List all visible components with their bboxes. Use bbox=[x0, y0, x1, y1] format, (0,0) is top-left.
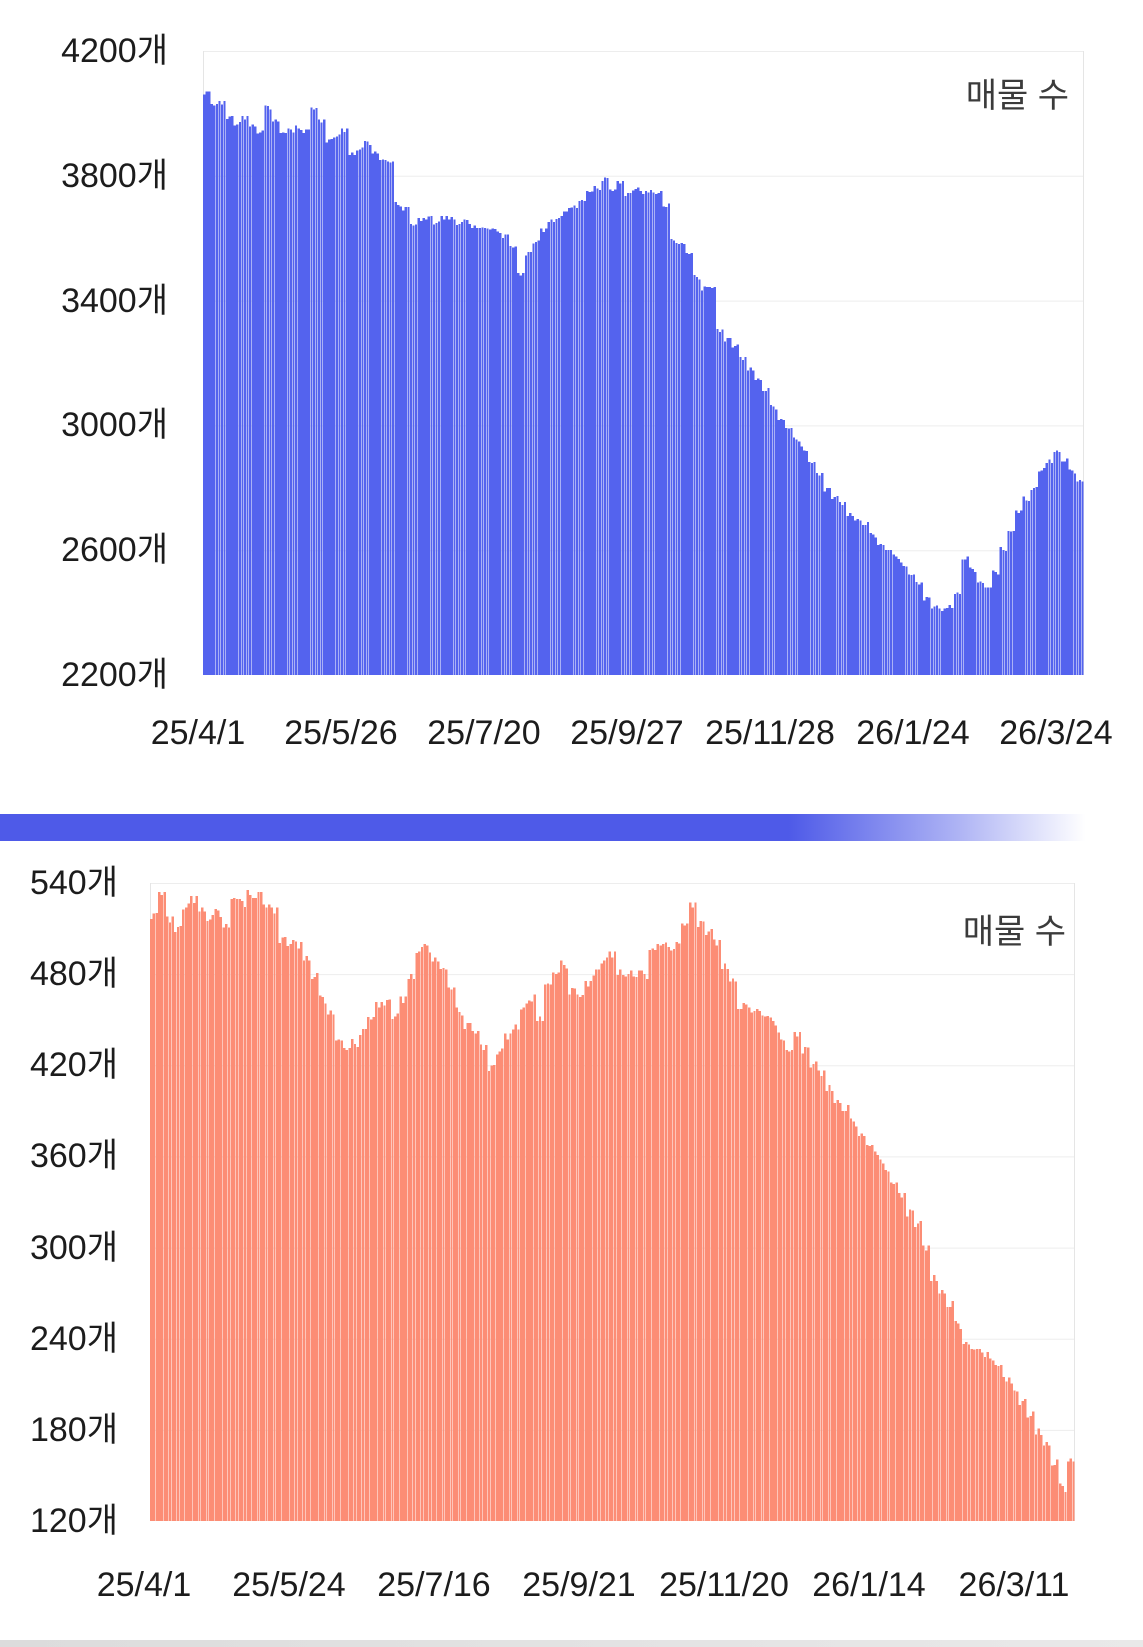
y-tick-label: 180개 bbox=[29, 1410, 118, 1449]
x-tick-label: 25/9/21 bbox=[522, 1566, 636, 1604]
y-tick-label: 4200개 bbox=[61, 32, 168, 70]
y-tick-label: 3400개 bbox=[61, 281, 168, 320]
y-tick-label: 2600개 bbox=[61, 531, 168, 570]
area-series-small-icon bbox=[150, 883, 1075, 1521]
x-tick-label: 25/5/26 bbox=[284, 714, 398, 752]
section-divider-bar bbox=[0, 814, 1143, 841]
x-tick-label: 25/9/27 bbox=[570, 714, 684, 752]
y-tick-label: 540개 bbox=[29, 864, 118, 902]
x-tick-label: 25/4/1 bbox=[150, 714, 246, 752]
legend-large: 매물 수 bbox=[965, 77, 1069, 115]
x-tick-label: 26/1/24 bbox=[856, 714, 970, 752]
x-tick-label: 25/7/20 bbox=[427, 714, 541, 752]
y-tick-label: 2200개 bbox=[61, 656, 168, 694]
x-tick-label: 25/4/1 bbox=[96, 1566, 192, 1604]
x-tick-label: 25/7/16 bbox=[377, 1566, 491, 1604]
y-tick-label: 3000개 bbox=[61, 406, 168, 445]
area-bars bbox=[150, 889, 1075, 1521]
area-bars bbox=[203, 91, 1084, 675]
plot-area-small: 매물 수 bbox=[150, 883, 1075, 1521]
area-series-large-icon bbox=[203, 51, 1084, 675]
x-tick-label: 25/5/24 bbox=[232, 1566, 346, 1604]
y-tick-label: 480개 bbox=[29, 955, 118, 994]
bottom-edge-strip bbox=[0, 1640, 1143, 1647]
y-tick-label: 240개 bbox=[29, 1319, 118, 1358]
y-tick-label: 3800개 bbox=[61, 156, 168, 195]
legend-small: 매물 수 bbox=[962, 913, 1066, 951]
y-tick-label: 360개 bbox=[29, 1137, 118, 1176]
x-tick-label: 26/3/24 bbox=[999, 714, 1113, 752]
plot-area-large: 매물 수 bbox=[203, 51, 1084, 675]
x-tick-label: 25/11/20 bbox=[659, 1566, 789, 1604]
x-tick-label: 26/1/14 bbox=[812, 1566, 926, 1604]
y-tick-label: 420개 bbox=[29, 1046, 118, 1085]
x-tick-label: 26/3/11 bbox=[958, 1566, 1070, 1604]
y-tick-label: 300개 bbox=[29, 1228, 118, 1267]
y-tick-label: 120개 bbox=[29, 1502, 118, 1540]
x-tick-label: 25/11/28 bbox=[705, 714, 835, 752]
